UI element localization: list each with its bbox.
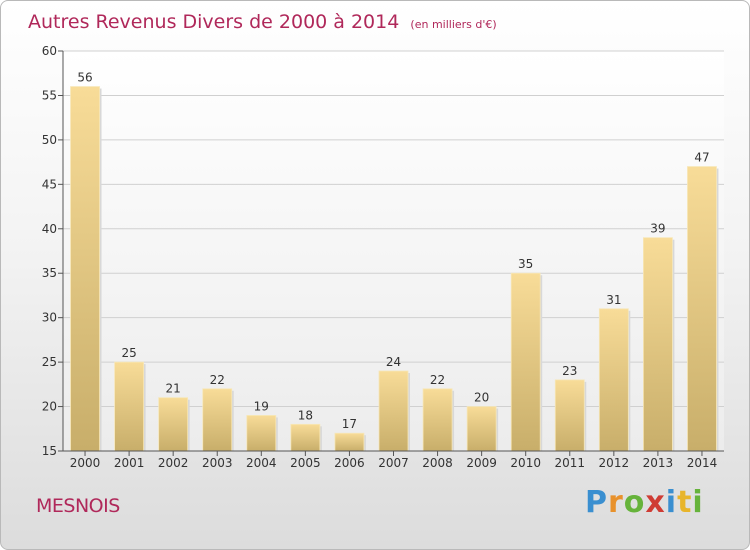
logo-letter: i [665,485,678,520]
bar [246,415,277,452]
bar [290,423,321,452]
data-label: 21 [166,382,181,396]
x-tick-label: 2011 [554,456,585,470]
bar [687,166,717,452]
axes: 15 20 25 30 35 40 45 50 55 60 2000 2001 2002 2003 2004… [42,44,724,470]
y-tick-label: 30 [42,311,57,325]
data-label: 39 [650,222,665,236]
y-tick-label: 15 [42,444,57,458]
x-tick-label: 2003 [202,456,233,470]
bar [114,361,144,452]
logo-letter: x [645,485,666,520]
bar [202,388,233,452]
bar [334,432,365,452]
bar [554,379,585,452]
bar [466,406,497,452]
y-tick-label: 40 [42,222,57,236]
data-label: 22 [430,373,445,387]
logo-letter: o [623,485,646,520]
data-label: 17 [342,417,357,431]
bar [510,272,541,452]
x-tick-label: 2007 [378,456,409,470]
y-tick-label: 35 [42,266,57,280]
data-label: 24 [386,355,401,369]
y-tick-label: 50 [42,133,57,147]
bar [378,370,409,452]
data-label: 23 [562,364,577,378]
logo-letter: P [585,485,608,520]
data-label: 31 [606,293,621,307]
bar [70,86,100,452]
x-tick-label: 2009 [466,456,497,470]
x-tick-label: 2010 [510,456,541,470]
x-tick-label: 2006 [334,456,365,470]
data-label: 35 [518,257,533,271]
y-tick-label: 55 [42,88,57,102]
bar [643,237,673,452]
y-tick-label: 45 [42,177,57,191]
unit-text: (en milliers d'€) [410,18,497,31]
y-tick-label: 20 [42,400,57,414]
bar [598,308,629,452]
data-label: 22 [210,373,225,387]
logo-letter: r [608,485,624,520]
proxiti-logo: Proxiti [585,485,704,520]
data-label: 47 [694,151,709,165]
x-tick-label: 2012 [599,456,630,470]
x-tick-label: 2005 [290,456,321,470]
bar [158,397,189,452]
title-text: Autres Revenus Divers de 2000 à 2014 [28,11,400,33]
x-tick-label: 2008 [422,456,453,470]
place-name: MESNOIS [36,495,120,517]
x-tick-label: 2013 [643,456,674,470]
x-tick-label: 2014 [687,456,718,470]
x-tick-label: 2004 [246,456,277,470]
data-label: 25 [121,346,136,360]
y-tick-label: 25 [42,355,57,369]
data-label: 18 [298,408,313,422]
bar [422,388,453,452]
data-label: 20 [474,391,489,405]
chart-title: Autres Revenus Divers de 2000 à 2014 (en… [28,11,497,33]
logo-letter: i [692,485,704,520]
x-tick-label: 2000 [70,456,101,470]
y-tick-label: 60 [42,44,57,58]
x-tick-label: 2001 [114,456,145,470]
logo-letter: t [677,485,693,520]
x-tick-label: 2002 [158,456,189,470]
data-label: 19 [254,399,269,413]
data-label: 56 [77,71,92,85]
